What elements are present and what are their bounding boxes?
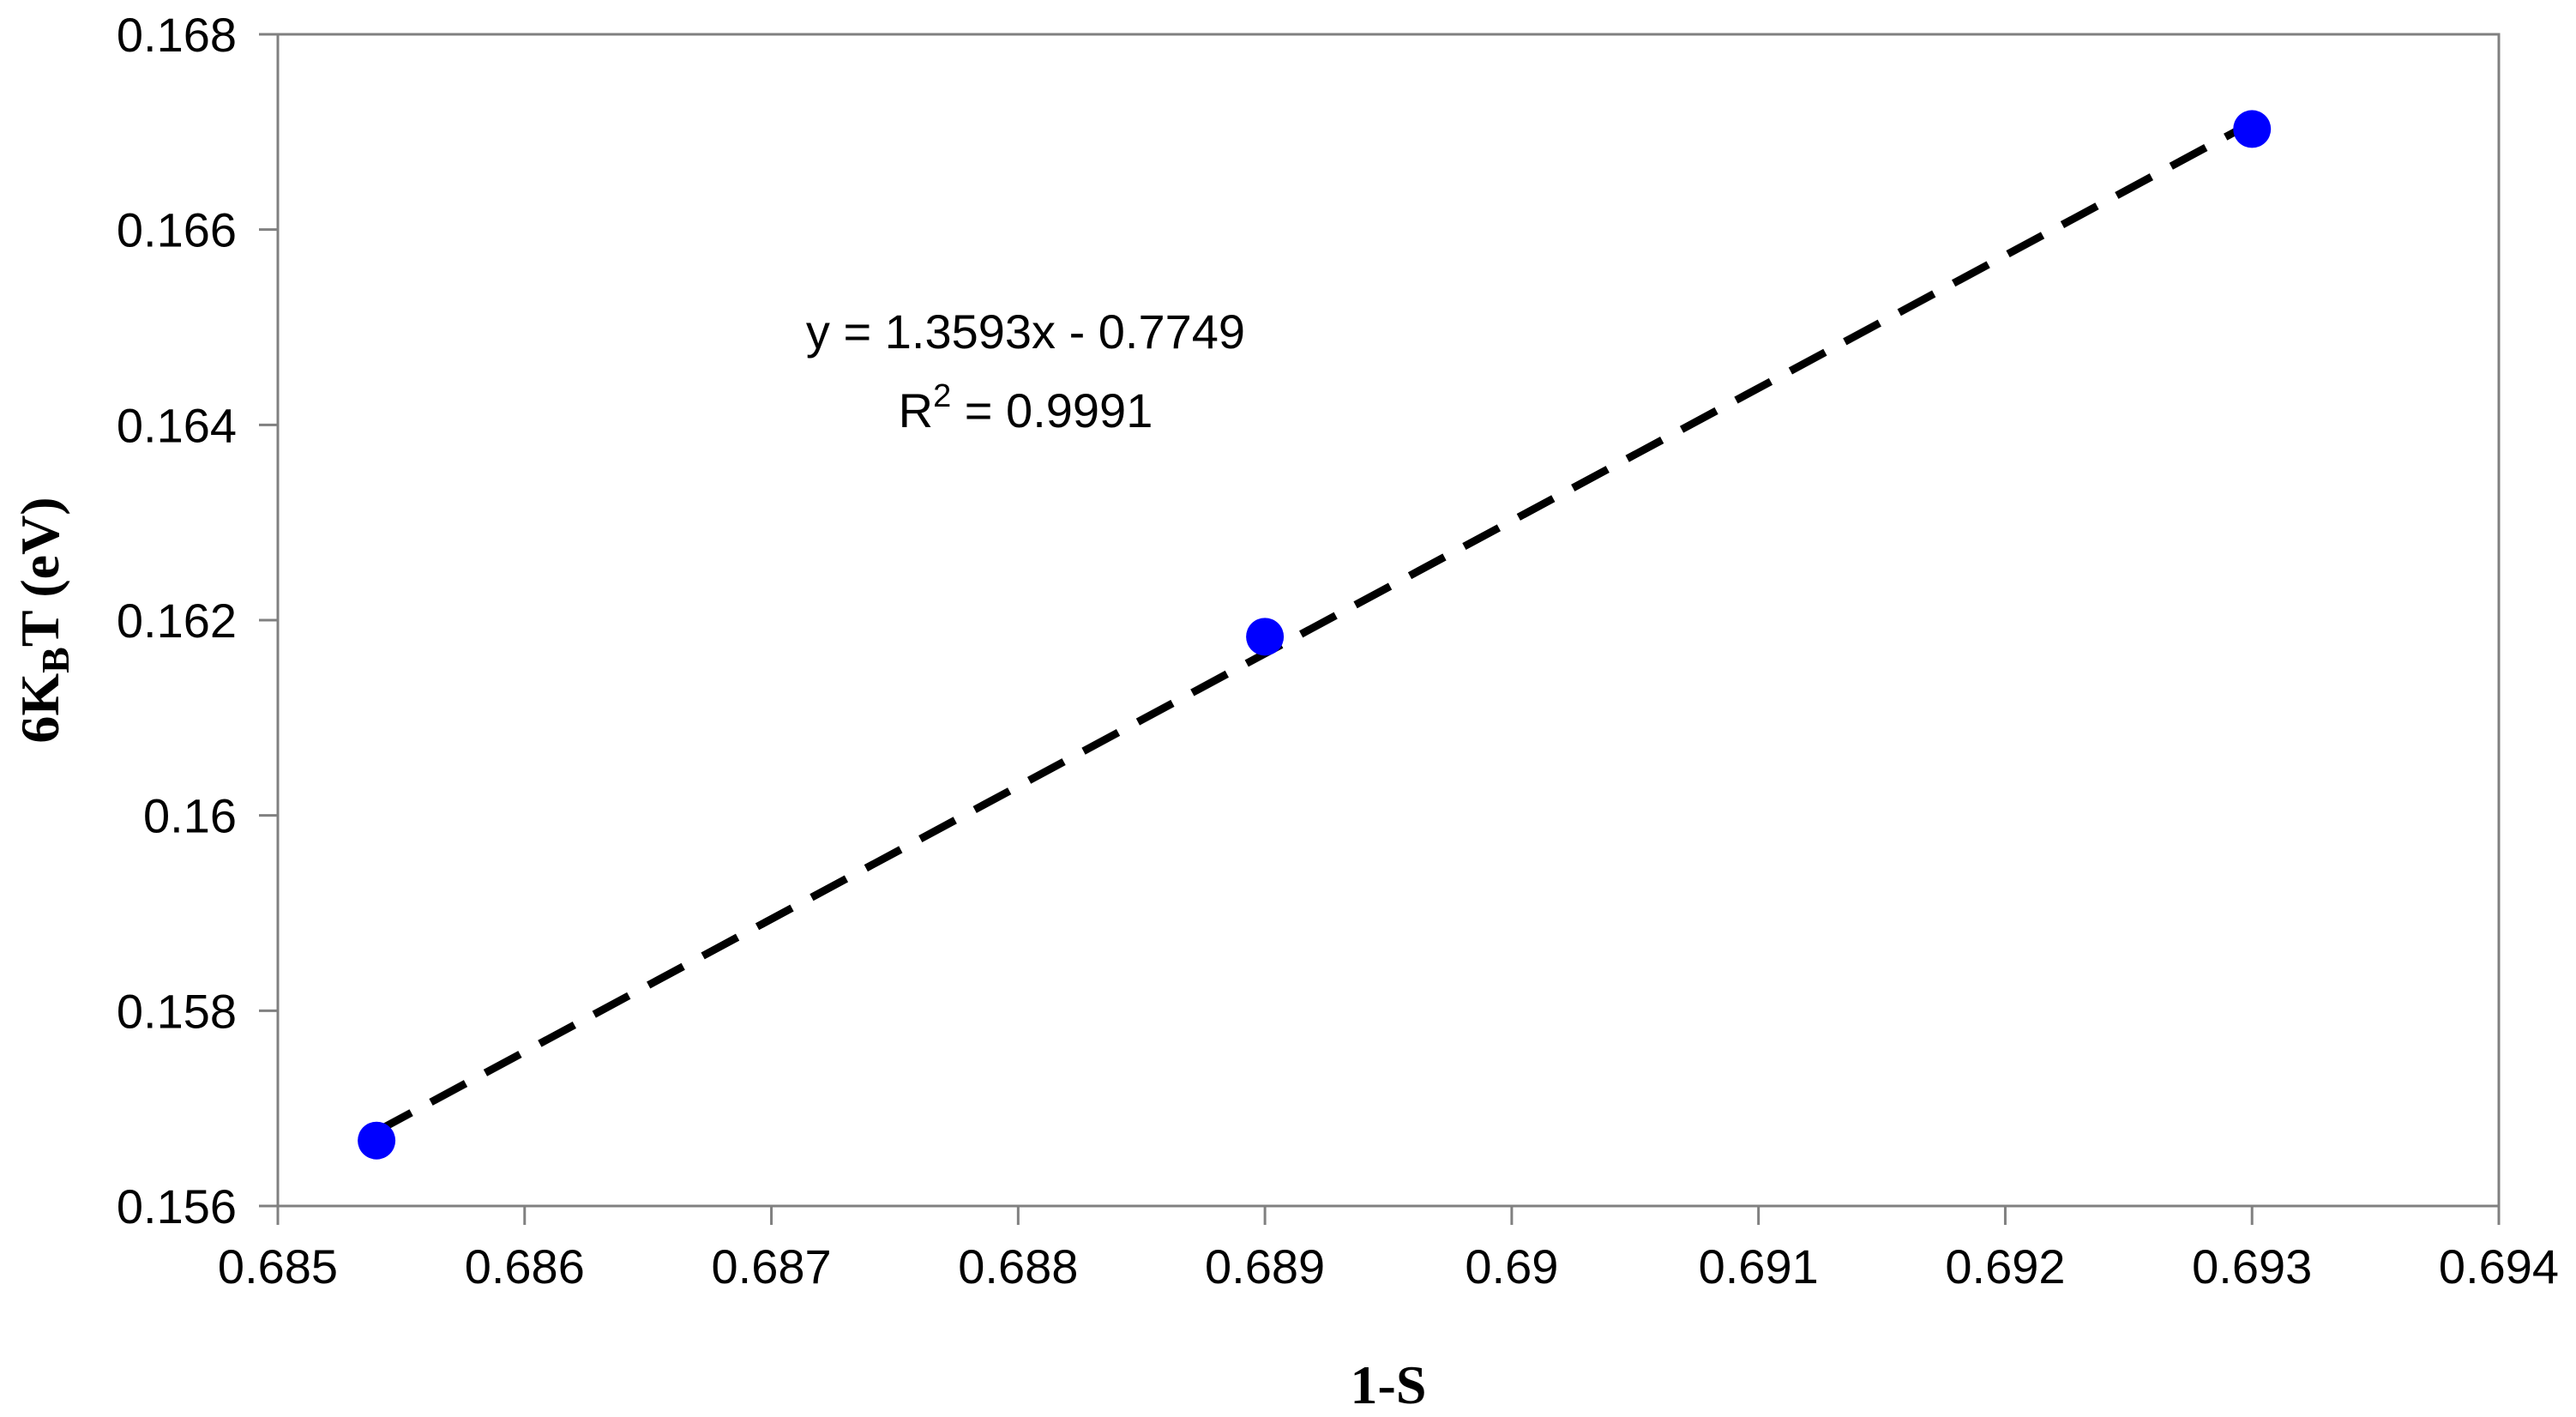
x-tick-label: 0.685 <box>218 1239 338 1293</box>
y-tick-label: 0.162 <box>117 594 237 648</box>
data-point <box>2233 110 2272 148</box>
x-tick-label: 0.688 <box>958 1239 1078 1293</box>
data-points <box>358 110 2272 1160</box>
y-tick-label: 0.156 <box>117 1179 237 1233</box>
y-tick-label: 0.168 <box>117 8 237 62</box>
x-tick-label: 0.687 <box>711 1239 831 1293</box>
x-tick-label: 0.686 <box>465 1239 585 1293</box>
trendline <box>374 119 2254 1135</box>
x-tick-label: 0.692 <box>1945 1239 2065 1293</box>
y-tick-label: 0.158 <box>117 984 237 1038</box>
r-squared-label: R2 = 0.9991 <box>899 378 1153 437</box>
data-point <box>358 1121 396 1160</box>
x-tick-label: 0.691 <box>1699 1239 1819 1293</box>
x-axis-ticks: 0.685 0.686 0.687 0.688 0.689 0.69 0.691 0.692 0… <box>218 1206 2559 1293</box>
plot-area <box>276 33 2501 1208</box>
x-tick-label: 0.69 <box>1465 1239 1558 1293</box>
x-tick-label: 0.689 <box>1205 1239 1325 1293</box>
x-tick-label: 0.693 <box>2192 1239 2312 1293</box>
y-tick-label: 0.16 <box>143 789 237 843</box>
y-tick-label: 0.164 <box>117 398 237 452</box>
y-axis-title: 6KBT (eV) <box>9 497 77 743</box>
trendline-equation: y = 1.3593x - 0.7749 <box>806 305 1245 359</box>
y-tick-label: 0.166 <box>117 203 237 257</box>
y-axis-ticks: 0.156 0.158 0.16 0.162 0.164 0.166 0.168 <box>117 8 278 1233</box>
data-point <box>1246 618 1285 656</box>
x-axis-title: 1-S <box>1351 1354 1427 1415</box>
x-tick-label: 0.694 <box>2439 1239 2559 1293</box>
